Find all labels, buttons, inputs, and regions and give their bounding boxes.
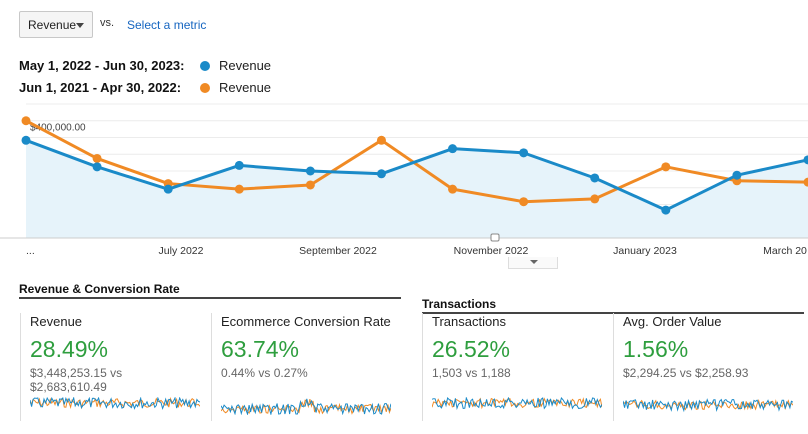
scorecard-title: Ecommerce Conversion Rate [221,314,391,329]
data-point [163,184,173,194]
data-point [376,169,386,179]
data-point [519,148,529,158]
x-tick-label: September 2022 [299,245,377,257]
x-tick-label: March 20 [763,245,807,257]
legend-swatch [200,82,210,93]
revenue-line-chart: $400,000.00$200,000.00...July 2022Septem… [0,103,808,257]
data-point [234,160,244,170]
chart-collapse-toggle[interactable] [508,257,558,269]
scorecard-comparison: $3,448,253.15 vs $2,683,610.49 [30,366,210,394]
card-divider [613,313,614,421]
primary-metric-label: Revenue [28,17,77,32]
card-divider [20,313,21,421]
data-point [92,153,102,163]
scorecard-sparkline [30,397,200,410]
y-tick-label: $400,000.00 [30,122,86,133]
data-point [234,184,244,194]
sparkline-series [432,397,602,410]
scorecard-comparison-line: 0.44% vs 0.27% [221,366,308,380]
data-point [519,197,529,207]
scorecard-percent-change: 26.52% [432,336,511,362]
scorecard-title: Revenue [30,314,83,329]
sparkline-series [432,397,602,411]
scorecard-comparison-line: $3,448,253.15 vs [30,366,123,380]
scorecard-comparison-line: $2,683,610.49 [30,380,107,394]
legend-entry-current: May 1, 2022 - Jun 30, 2023: Revenue [19,58,271,73]
data-point [305,166,315,176]
legend-entry-previous: Jun 1, 2021 - Apr 30, 2022: Revenue [19,80,271,95]
scorecard-comparison: 0.44% vs 0.27% [221,366,401,380]
scorecard-sparkline [432,397,602,411]
legend-date-range: May 1, 2022 - Jun 30, 2023: [19,58,185,73]
scorecard-title: Avg. Order Value [623,314,722,329]
data-point [732,170,742,180]
x-tick-label: January 2023 [613,245,677,257]
scorecard-percent-change: 28.49% [30,336,109,362]
scorecard-comparison: 1,503 vs 1,188 [432,366,612,380]
scorecard-sparkline [221,398,391,415]
card-divider [422,313,423,421]
x-tick-label: ... [26,245,35,257]
legend-series-name: Revenue [219,80,272,95]
scorecard-conversion-rate[interactable]: Ecommerce Conversion Rate 63.74% 0.44% v… [211,313,401,421]
sparkline-series [30,397,200,410]
legend-swatch [200,60,210,71]
scorecard-comparison-line: $2,294.25 vs $2,258.93 [623,366,749,380]
data-point [376,135,386,145]
data-point [661,205,671,215]
data-point [590,194,600,204]
sparkline-series [623,398,793,413]
data-point [448,144,458,154]
data-point [305,180,315,190]
section-title-transactions: Transactions [422,297,497,311]
area-fill [26,140,808,238]
sparkline-series [221,398,391,415]
scorecard-comparison: $2,294.25 vs $2,258.93 [623,366,803,380]
section-divider [19,297,401,299]
scorecard-revenue[interactable]: Revenue 28.49% $3,448,253.15 vs $2,683,6… [20,313,210,421]
data-point [590,173,600,183]
series-line [25,138,808,212]
series-line [25,119,808,204]
chevron-down-icon [76,23,84,28]
scorecard-comparison-line: 1,503 vs 1,188 [432,366,511,380]
data-point [92,162,102,172]
primary-metric-dropdown[interactable]: Revenue [19,11,93,38]
data-point [661,162,671,172]
scorecard-avg-order-value[interactable]: Avg. Order Value 1.56% $2,294.25 vs $2,2… [613,313,803,421]
section-title-revenue-conversion: Revenue & Conversion Rate [19,282,180,296]
legend-series-name: Revenue [219,58,272,73]
data-point [803,155,808,165]
annotation-icon [490,233,500,242]
data-point [448,184,458,194]
card-divider [211,313,212,421]
x-tick-label: November 2022 [454,245,529,257]
data-point [21,116,31,126]
x-tick-label: July 2022 [159,245,204,257]
scorecard-title: Transactions [432,314,506,329]
scorecard-percent-change: 1.56% [623,336,689,362]
vs-label: vs. [100,17,115,29]
scorecard-transactions[interactable]: Transactions 26.52% 1,503 vs 1,188 [422,313,612,421]
scorecard-sparkline [623,398,793,413]
chevron-down-icon [530,260,538,264]
data-point [21,135,31,145]
select-metric-link[interactable]: Select a metric [127,18,207,32]
legend-date-range: Jun 1, 2021 - Apr 30, 2022: [19,80,182,95]
scorecard-percent-change: 63.74% [221,336,300,362]
data-point [803,177,808,187]
